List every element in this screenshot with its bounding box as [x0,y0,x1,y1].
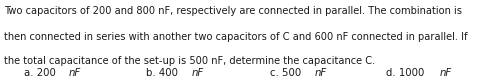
Text: Two capacitors of 200 and 800 nF, respectively are connected in parallel. The co: Two capacitors of 200 and 800 nF, respec… [4,6,462,16]
Text: b. 400: b. 400 [146,68,182,78]
Text: d. 1000: d. 1000 [386,68,428,78]
Text: nF: nF [315,68,327,78]
Text: the total capacitance of the set-up is 500 nF, determine the capacitance C.: the total capacitance of the set-up is 5… [4,56,375,66]
Text: then connected in series with another two capacitors of C and 600 nF connected i: then connected in series with another tw… [4,32,468,42]
Text: nF: nF [69,68,81,78]
Text: nF: nF [439,68,452,78]
Text: c. 500: c. 500 [270,68,305,78]
Text: nF: nF [192,68,204,78]
Text: a. 200: a. 200 [24,68,59,78]
